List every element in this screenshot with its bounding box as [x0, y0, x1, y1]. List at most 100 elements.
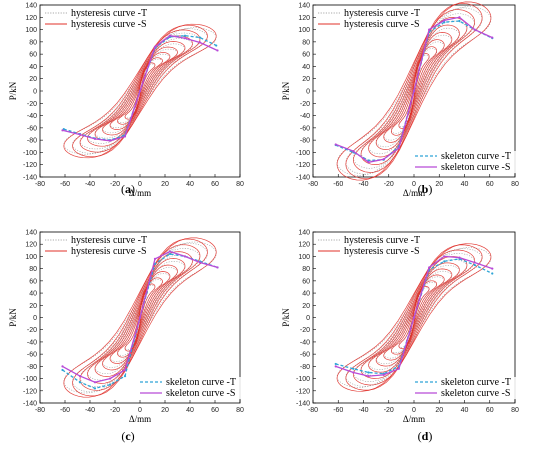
y-tick-label: -20 — [300, 101, 310, 108]
hysteresis-S-loop — [63, 23, 217, 159]
hysteresis-S-loop — [375, 32, 453, 150]
hysteresis-S-loop — [87, 251, 193, 384]
legend-bg — [413, 162, 525, 173]
x-tick-label: -40 — [85, 407, 95, 414]
skeleton-S-line-point — [428, 266, 431, 269]
legend-bg — [413, 151, 525, 162]
legend-bg — [43, 246, 155, 257]
y-tick-label: 20 — [29, 303, 37, 310]
hysteresis-T-loop — [87, 38, 193, 144]
skeleton-S-line-point — [61, 365, 64, 368]
skeleton-T-line-point — [352, 367, 355, 370]
y-tick-label: 0 — [306, 89, 310, 96]
legend-label: hysteresis curve -T — [344, 235, 420, 246]
y-tick-label: 80 — [29, 266, 37, 273]
hysteresis-T-loop — [391, 48, 437, 134]
skeleton-T-line-point — [215, 44, 218, 47]
hysteresis-S-loop — [79, 244, 201, 391]
x-tick-label: -20 — [384, 407, 394, 414]
y-tick-label: -60 — [300, 125, 310, 132]
hysteresis-T-loop — [117, 279, 163, 356]
hysteresis-S-loop — [353, 249, 475, 386]
y-tick-label: -40 — [300, 339, 310, 346]
hysteresis-T-loop — [72, 242, 208, 393]
x-tick-label: -20 — [110, 407, 120, 414]
skeleton-S-line-point — [334, 365, 337, 368]
skeleton-T-line-point — [198, 36, 202, 39]
hysteresis-S-loop — [383, 274, 445, 361]
skeleton-S-line-point — [382, 373, 385, 377]
y-tick-label: -100 — [296, 376, 310, 383]
y-tick-label: -140 — [23, 401, 37, 408]
y-tick-label: 20 — [302, 303, 310, 310]
skeleton-S-line-point — [428, 28, 431, 31]
legend-bg — [316, 19, 428, 30]
skeleton-T-line-point — [367, 371, 370, 374]
skeleton-S-line-point — [216, 49, 219, 52]
hysteresis-S-loop — [360, 17, 468, 165]
skeleton-T-line-point — [491, 272, 494, 275]
skeleton-S-line-point — [458, 16, 461, 19]
hysteresis-S-loop — [63, 237, 217, 398]
legend-bg — [138, 377, 250, 388]
skeleton-S-line-point — [183, 255, 187, 258]
x-tick-label: -20 — [384, 181, 394, 188]
hysteresis-S-loop — [102, 264, 178, 371]
skeleton-S-line-point — [352, 371, 355, 374]
x-tick-label: -40 — [358, 181, 368, 188]
skeleton-S-line-point — [397, 367, 400, 370]
y-tick-label: -20 — [27, 101, 37, 108]
skeleton-S-line-point — [168, 250, 172, 253]
skeleton-S-line-point — [443, 255, 446, 258]
skeleton-S-line-point — [491, 267, 494, 270]
x-tick-label: -60 — [60, 181, 70, 188]
skeleton-S-line-point — [183, 37, 187, 40]
skeleton-T-line-point — [61, 368, 64, 372]
y-tick-label: 60 — [302, 52, 310, 59]
y-tick-label: 100 — [298, 27, 310, 34]
skeleton-S-line-point — [138, 316, 142, 319]
skeleton-S-line-point — [138, 89, 142, 93]
x-axis-label: Δ/mm — [129, 414, 151, 424]
x-tick-label: -40 — [358, 407, 368, 414]
y-tick-label: 140 — [298, 230, 310, 237]
y-tick-label: 0 — [306, 315, 310, 322]
x-axis-label: Δ/mm — [403, 188, 425, 198]
skeleton-S-line-point — [108, 139, 112, 142]
hysteresis-S-loop — [72, 24, 208, 158]
hysteresis-S-loop — [117, 277, 163, 358]
skeleton-T-line-point — [473, 263, 476, 267]
legend-label: skeleton curve -T — [441, 151, 511, 162]
skeleton-S-line-point — [473, 28, 476, 31]
skeleton-T-line-point — [78, 381, 82, 384]
y-tick-label: 0 — [33, 89, 37, 96]
legend-label: hysteresis curve -T — [71, 235, 147, 246]
skeleton-S-line-point — [412, 89, 416, 93]
legend-bg — [43, 8, 155, 19]
legend-label: hysteresis curve -S — [344, 19, 420, 30]
x-tick-label: 60 — [211, 407, 219, 414]
chart-panel-2: -80 -60 -40 -20 0 20 40 60 80 -140 -120 -100 -80 -60 -… — [281, 1, 525, 198]
skeleton-S-line-point — [367, 161, 370, 164]
skeleton-T-line-point — [123, 375, 127, 378]
y-tick-label: -20 — [27, 327, 37, 334]
y-tick-label: -80 — [300, 138, 310, 145]
legend-bg — [316, 246, 428, 257]
hysteresis-S-loop — [79, 29, 201, 153]
y-tick-label: 40 — [302, 291, 310, 298]
skeleton-S-line-point — [108, 377, 112, 380]
x-tick-label: 0 — [138, 181, 142, 188]
skeleton-S-line-point — [473, 261, 476, 264]
y-tick-label: 20 — [302, 76, 310, 83]
x-tick-label: 20 — [435, 407, 443, 414]
legend-label: skeleton curve -S — [441, 162, 510, 173]
skeleton-S-line-point — [443, 19, 446, 22]
skeleton-T-line-point — [458, 19, 461, 23]
panel-caption: (a) — [121, 182, 135, 196]
x-tick-label: 60 — [486, 181, 494, 188]
x-tick-label: -20 — [110, 181, 120, 188]
y-tick-label: 120 — [298, 242, 310, 249]
x-tick-label: 80 — [511, 181, 519, 188]
y-tick-label: -60 — [27, 352, 37, 359]
